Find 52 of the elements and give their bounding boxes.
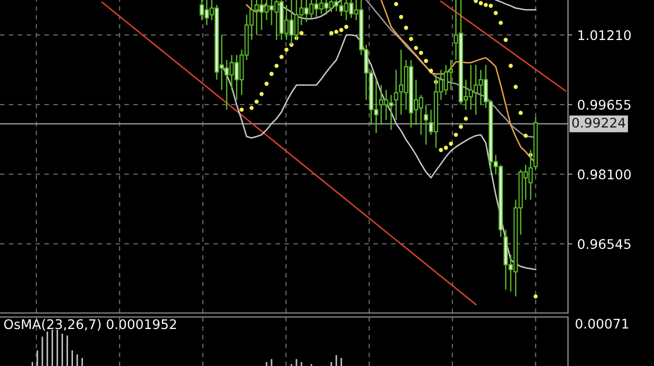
y-tick-label: 0.98100 <box>578 169 631 180</box>
point <box>534 294 538 299</box>
point <box>394 2 398 6</box>
point <box>269 72 274 76</box>
point <box>404 26 408 30</box>
point <box>424 58 428 63</box>
point <box>448 142 453 146</box>
point <box>259 92 264 96</box>
point <box>504 38 508 42</box>
point <box>279 54 284 59</box>
point <box>514 84 518 89</box>
point <box>438 148 444 152</box>
text: 0.00071 <box>576 318 628 329</box>
point <box>329 31 334 36</box>
point <box>484 2 488 8</box>
point <box>418 50 424 55</box>
point <box>498 20 503 25</box>
point <box>408 36 414 42</box>
y-tick-label: 0.96545 <box>578 239 630 250</box>
point <box>524 134 528 138</box>
point <box>264 82 269 86</box>
point <box>494 10 498 16</box>
point <box>334 30 338 34</box>
point <box>414 46 418 50</box>
line-series <box>440 0 566 92</box>
point <box>464 116 468 121</box>
point <box>399 14 404 20</box>
point <box>508 64 513 68</box>
point <box>428 68 434 73</box>
y-tick-label: 0.99655 <box>578 100 630 110</box>
point <box>274 64 279 68</box>
point <box>254 100 259 104</box>
point <box>478 1 483 6</box>
point <box>284 48 289 52</box>
point <box>474 0 478 3</box>
point <box>454 132 458 137</box>
ref-line-label: 0.99224 <box>572 118 626 128</box>
point <box>339 28 344 32</box>
point <box>518 110 523 115</box>
chart-title: OsMA(23,26,7) 0.0001952 <box>4 318 176 331</box>
point <box>240 108 244 112</box>
point <box>344 24 348 29</box>
line-series <box>221 34 536 270</box>
point <box>299 31 304 36</box>
candlestick <box>424 104 428 146</box>
line-series <box>101 2 477 306</box>
line-series <box>366 0 536 139</box>
y-tick-label: 1.01210 <box>578 30 631 40</box>
point <box>250 106 254 110</box>
point <box>488 4 493 8</box>
point <box>458 124 463 129</box>
point <box>444 146 448 150</box>
